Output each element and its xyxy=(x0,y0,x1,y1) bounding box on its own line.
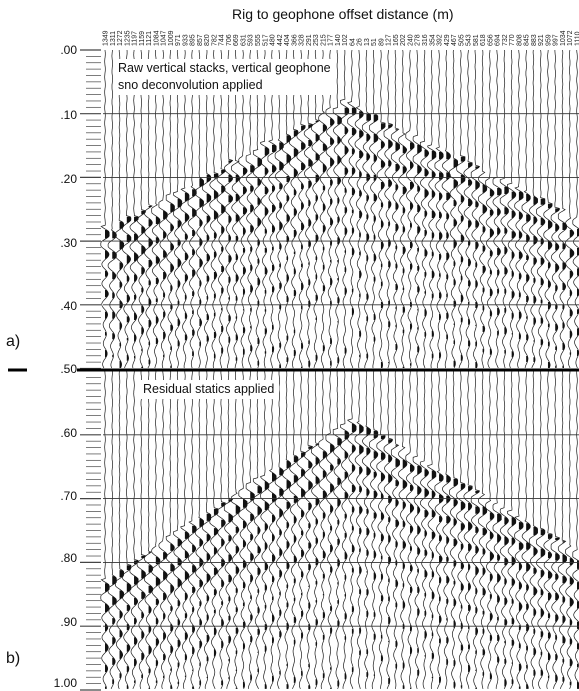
offset-label: 429 xyxy=(444,34,451,46)
offset-label: 51 xyxy=(371,38,378,46)
offset-label: 202 xyxy=(400,34,407,46)
offset-label: 127 xyxy=(386,34,393,46)
offset-label: 1159 xyxy=(139,31,146,46)
offset-label: 253 xyxy=(313,34,320,46)
offset-label: 744 xyxy=(219,34,226,46)
offset-label: 1121 xyxy=(146,31,153,46)
offset-label: 467 xyxy=(451,34,458,46)
offset-label: 517 xyxy=(262,34,269,46)
panel-b-label: b) xyxy=(6,650,21,667)
offset-label: 971 xyxy=(175,34,182,46)
offset-label: 997 xyxy=(553,34,560,46)
offset-label: 177 xyxy=(328,34,335,46)
offset-label: 13 xyxy=(364,38,371,46)
offset-label: 1311 xyxy=(110,31,117,46)
time-label: .80 xyxy=(60,551,77,565)
offset-label: 1235 xyxy=(124,30,131,46)
offset-label: 845 xyxy=(524,34,531,46)
offset-label: 442 xyxy=(277,34,284,46)
time-label: .90 xyxy=(60,615,77,629)
offset-label: 959 xyxy=(545,34,552,46)
annotation-line: Raw vertical stacks, vertical geophone xyxy=(118,61,331,75)
panel-b-annotation: Residual statics applied xyxy=(138,380,280,399)
offset-label: 26 xyxy=(357,38,364,46)
offset-label: 1047 xyxy=(161,30,168,46)
offset-label: 618 xyxy=(480,34,487,46)
offset-label: 1110 xyxy=(575,31,579,46)
time-label: .40 xyxy=(60,299,77,313)
panel-a-annotation: Raw vertical stacks, vertical geophone s… xyxy=(113,59,336,95)
time-label: .10 xyxy=(60,108,77,122)
offset-label: 921 xyxy=(538,34,545,46)
figure-title: Rig to geophone offset distance (m) xyxy=(232,6,454,22)
offset-label: 706 xyxy=(226,34,233,46)
time-label: .70 xyxy=(60,489,77,503)
offset-label: 895 xyxy=(190,34,197,46)
offset-label: 593 xyxy=(248,34,255,46)
panel-b-seismic-section xyxy=(100,368,579,690)
offset-label: 102 xyxy=(342,34,349,46)
offset-label: 140 xyxy=(335,34,342,46)
offset-label: 165 xyxy=(393,34,400,46)
offset-label: 354 xyxy=(429,34,436,46)
offset-label: 543 xyxy=(466,34,473,46)
offset-label: 883 xyxy=(531,34,538,46)
offset-label: 404 xyxy=(284,34,291,46)
offset-label: 316 xyxy=(422,34,429,46)
offset-label: 1072 xyxy=(567,30,574,46)
offset-label: 656 xyxy=(487,34,494,46)
offset-label: 505 xyxy=(458,34,465,46)
offset-label: 1034 xyxy=(560,30,567,46)
offset-tick-labels: 1349 1311 1272 1235 1197 1159 1121 1084 1047 1009… xyxy=(103,30,579,46)
offset-label: 64 xyxy=(349,38,356,46)
offset-label: 631 xyxy=(240,34,247,46)
offset-label: 808 xyxy=(516,34,523,46)
offset-label: 480 xyxy=(270,34,277,46)
offset-label: 1197 xyxy=(132,31,139,46)
offset-label: 240 xyxy=(407,34,414,46)
time-label: .50 xyxy=(27,362,77,376)
panel-a-seismic-section xyxy=(100,49,579,369)
offset-label: 770 xyxy=(509,34,516,46)
offset-label: 89 xyxy=(378,38,385,46)
offset-label: 1084 xyxy=(153,30,160,46)
offset-label: 366 xyxy=(291,34,298,46)
annotation-line: sno deconvolution applied xyxy=(118,78,263,92)
offset-label: 933 xyxy=(182,34,189,46)
offset-label: 857 xyxy=(197,34,204,46)
offset-label: 328 xyxy=(299,34,306,46)
time-label: .60 xyxy=(60,426,77,440)
offset-label: 782 xyxy=(211,34,218,46)
offset-label: 215 xyxy=(320,34,327,46)
time-label: .30 xyxy=(60,236,77,250)
offset-label: 291 xyxy=(306,34,313,46)
offset-label: 278 xyxy=(415,34,422,46)
offset-label: 1009 xyxy=(168,30,175,46)
time-label: .00 xyxy=(60,43,77,57)
panel-a-label: a) xyxy=(6,333,21,350)
offset-label: 581 xyxy=(473,34,480,46)
offset-label: 694 xyxy=(495,34,502,46)
offset-label: 669 xyxy=(233,34,240,46)
time-label: 1.00 xyxy=(53,676,77,690)
offset-label: 732 xyxy=(502,34,509,46)
offset-label: 1349 xyxy=(103,30,110,46)
offset-label: 1272 xyxy=(117,30,124,46)
time-label: .20 xyxy=(60,172,77,186)
annotation-line: Residual statics applied xyxy=(143,382,275,396)
offset-label: 555 xyxy=(255,34,262,46)
offset-label: 392 xyxy=(437,34,444,46)
offset-label: 820 xyxy=(204,34,211,46)
